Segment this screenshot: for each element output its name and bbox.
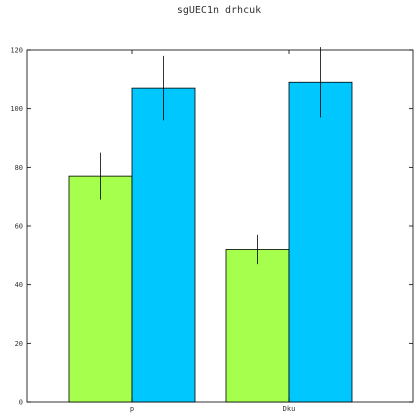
plot-area: 0 20 40 60 80 100 120 p Dku	[10, 47, 414, 413]
bar-p-series-1	[68, 175, 133, 403]
chart-title: sgUEC1n drhcuk	[177, 5, 261, 16]
y-tick-label: 40	[15, 281, 23, 289]
y-tick-label: 120	[10, 47, 23, 55]
bar-p-series-2	[131, 87, 196, 403]
y-tick-label: 60	[15, 223, 23, 231]
x-tick-label: Dku	[283, 405, 296, 413]
y-tick-label: 0	[19, 399, 23, 407]
y-tick-label: 20	[15, 340, 23, 348]
y-tick-label: 80	[15, 164, 23, 172]
y-tick-label: 100	[10, 105, 23, 113]
bar-dku-series-2	[288, 81, 353, 403]
x-tick-label: p	[130, 405, 134, 413]
bar-dku-series-1	[225, 249, 290, 403]
